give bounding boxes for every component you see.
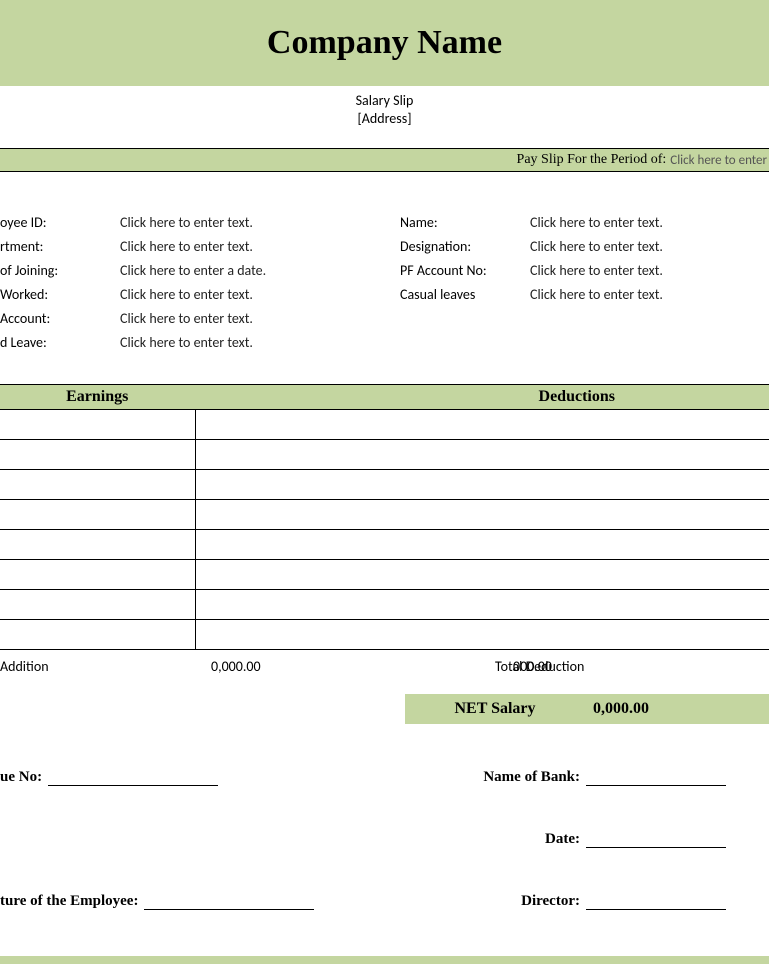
- signature-row-1: ue No: Name of Bank:: [0, 768, 769, 786]
- net-salary-row: NET Salary 0,000.00: [0, 694, 769, 724]
- bank-name-field: Name of Bank:: [400, 768, 769, 786]
- period-label: Pay Slip For the Period of:: [517, 152, 667, 168]
- table-row[interactable]: [0, 500, 769, 530]
- date-field: Date:: [400, 830, 769, 848]
- signature-area: ue No: Name of Bank: Date: ture of the E…: [0, 768, 769, 910]
- days-worked-value[interactable]: Click here to enter text.: [120, 286, 253, 303]
- designation-label: Designation:: [400, 238, 530, 255]
- info-right-column: Name: Click here to enter text. Designat…: [400, 210, 769, 354]
- bank-name-label: Name of Bank:: [440, 769, 580, 786]
- subtitle-address: [Address]: [0, 110, 769, 128]
- info-row: of Joining: Click here to enter a date.: [0, 258, 400, 282]
- date-label: Date:: [440, 831, 580, 848]
- period-value[interactable]: Click here to enter: [670, 153, 767, 168]
- table-header-row: Earnings Deductions: [0, 384, 769, 410]
- employee-id-label: oyee ID:: [0, 214, 120, 231]
- pf-account-label: PF Account No:: [400, 262, 530, 279]
- cheque-no-label: ue No:: [0, 769, 42, 786]
- table-row[interactable]: [0, 560, 769, 590]
- table-row[interactable]: [0, 620, 769, 650]
- totals-row: Addition 0,000.00 Total Deduction 000.00: [0, 650, 769, 694]
- table-row[interactable]: [0, 410, 769, 440]
- bank-account-value[interactable]: Click here to enter text.: [120, 310, 253, 327]
- earnings-deductions-table: Earnings Deductions Addition 0,000.00 To…: [0, 384, 769, 724]
- subtitle-salary-slip: Salary Slip: [0, 92, 769, 110]
- bank-account-label: Account:: [0, 310, 120, 327]
- earned-leave-label: d Leave:: [0, 334, 120, 351]
- table-row[interactable]: [0, 440, 769, 470]
- total-deduction-value: 000.00: [495, 658, 552, 675]
- cheque-no-line[interactable]: [48, 768, 218, 786]
- table-row[interactable]: [0, 590, 769, 620]
- table-body: [0, 410, 769, 650]
- table-row[interactable]: [0, 470, 769, 500]
- net-salary-box: NET Salary 0,000.00: [405, 694, 769, 724]
- department-label: rtment:: [0, 238, 120, 255]
- footer-band: [0, 956, 769, 964]
- signature-row-3: ture of the Employee: Director:: [0, 892, 769, 910]
- date-line[interactable]: [586, 830, 726, 848]
- bank-name-line[interactable]: [586, 768, 726, 786]
- joining-label: of Joining:: [0, 262, 120, 279]
- info-row: PF Account No: Click here to enter text.: [400, 258, 769, 282]
- casual-leaves-value[interactable]: Click here to enter text.: [530, 286, 663, 303]
- info-row: Casual leaves Click here to enter text.: [400, 282, 769, 306]
- designation-value[interactable]: Click here to enter text.: [530, 238, 663, 255]
- director-label: Director:: [440, 893, 580, 910]
- days-worked-label: Worked:: [0, 286, 120, 303]
- department-value[interactable]: Click here to enter text.: [120, 238, 253, 255]
- employee-info: oyee ID: Click here to enter text. rtmen…: [0, 210, 769, 354]
- info-row: rtment: Click here to enter text.: [0, 234, 400, 258]
- employee-signature-line[interactable]: [144, 892, 314, 910]
- name-value[interactable]: Click here to enter text.: [530, 214, 663, 231]
- info-row: oyee ID: Click here to enter text.: [0, 210, 400, 234]
- employee-id-value[interactable]: Click here to enter text.: [120, 214, 253, 231]
- employee-signature-label: ture of the Employee:: [0, 893, 138, 910]
- period-bar: Pay Slip For the Period of: Click here t…: [0, 148, 769, 172]
- net-spacer: [0, 694, 405, 724]
- net-salary-value: 0,000.00: [585, 700, 649, 718]
- earnings-header: Earnings: [0, 388, 385, 406]
- casual-leaves-label: Casual leaves: [400, 286, 530, 303]
- pf-account-value[interactable]: Click here to enter text.: [530, 262, 663, 279]
- addition-value: 0,000.00: [195, 658, 385, 675]
- name-label: Name:: [400, 214, 530, 231]
- total-deduction-label: Total Deduction: [385, 658, 495, 675]
- info-row: Account: Click here to enter text.: [0, 306, 400, 330]
- earned-leave-value[interactable]: Click here to enter text.: [120, 334, 253, 351]
- deductions-header: Deductions: [385, 388, 769, 406]
- info-row: Name: Click here to enter text.: [400, 210, 769, 234]
- cheque-no-field: ue No:: [0, 768, 400, 786]
- info-left-column: oyee ID: Click here to enter text. rtmen…: [0, 210, 400, 354]
- sub-header: Salary Slip [Address]: [0, 86, 769, 130]
- signature-row-2: Date:: [0, 830, 769, 848]
- employee-signature-field: ture of the Employee:: [0, 892, 400, 910]
- vertical-divider: [195, 410, 196, 650]
- info-row: d Leave: Click here to enter text.: [0, 330, 400, 354]
- joining-value[interactable]: Click here to enter a date.: [120, 262, 266, 279]
- director-field: Director:: [400, 892, 769, 910]
- info-row: Designation: Click here to enter text.: [400, 234, 769, 258]
- info-row: Worked: Click here to enter text.: [0, 282, 400, 306]
- director-line[interactable]: [586, 892, 726, 910]
- net-salary-label: NET Salary: [405, 700, 585, 718]
- company-name: Company Name: [267, 24, 502, 62]
- header-band: Company Name: [0, 0, 769, 86]
- table-row[interactable]: [0, 530, 769, 560]
- addition-label: Addition: [0, 658, 195, 675]
